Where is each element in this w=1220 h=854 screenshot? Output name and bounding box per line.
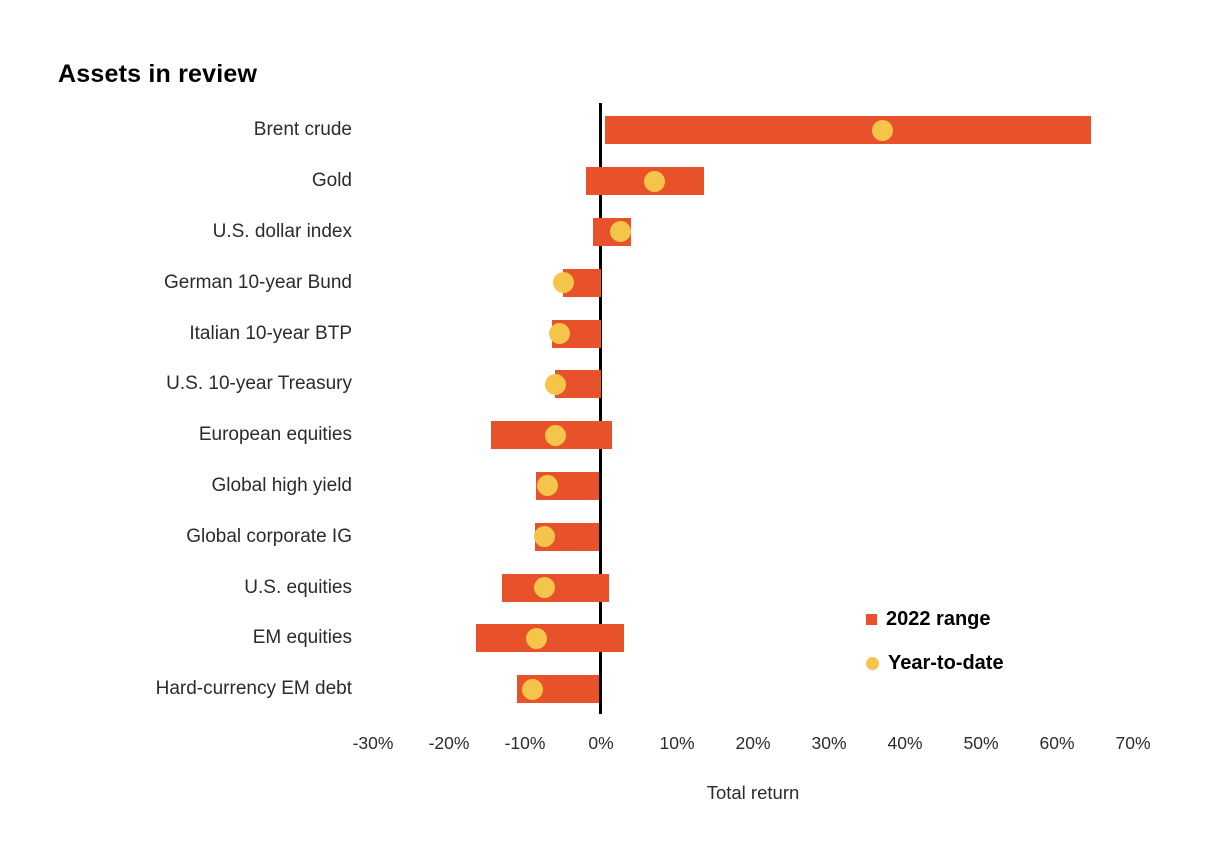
chart-row: Global corporate IG xyxy=(0,511,1220,562)
legend-item-range: 2022 range xyxy=(866,607,1004,632)
chart-row: U.S. equities xyxy=(0,562,1220,613)
ytd-dot xyxy=(871,119,893,141)
x-tick-label: -20% xyxy=(428,733,470,753)
chart-row: Hard-currency EM debt xyxy=(0,664,1220,715)
chart-row: Global high yield xyxy=(0,461,1220,512)
category-label: European equities xyxy=(198,424,352,446)
x-tick-label: -10% xyxy=(504,733,546,753)
ytd-dot xyxy=(533,526,555,548)
category-label: U.S. 10-year Treasury xyxy=(166,373,352,395)
category-label: German 10-year Bund xyxy=(164,271,352,293)
category-label: U.S. equities xyxy=(244,576,352,598)
ytd-dot xyxy=(522,678,544,700)
range-swatch-icon xyxy=(866,614,877,625)
chart-row: Gold xyxy=(0,156,1220,207)
category-label: Gold xyxy=(311,170,352,192)
x-tick-label: 70% xyxy=(1115,733,1151,753)
zero-axis-line xyxy=(599,103,602,714)
range-bar xyxy=(475,624,624,653)
category-label: Global high yield xyxy=(211,474,352,496)
ytd-dot xyxy=(643,170,665,192)
category-label: EM equities xyxy=(252,627,352,649)
legend-ytd-label: Year-to-date xyxy=(888,652,1004,674)
x-tick-label: 30% xyxy=(811,733,847,753)
plot-area: Brent crude Gold U.S. dollar index German 1… xyxy=(0,105,1220,715)
category-label: Brent crude xyxy=(253,119,352,141)
legend: 2022 range Year-to-date xyxy=(866,607,1004,695)
ytd-dot xyxy=(609,221,631,243)
x-axis-label: Total return xyxy=(706,782,800,803)
chart-row: Brent crude xyxy=(0,105,1220,156)
ytd-swatch-icon xyxy=(866,657,879,670)
ytd-dot xyxy=(544,424,566,446)
x-tick-label: 50% xyxy=(963,733,999,753)
range-bar xyxy=(502,573,609,602)
ytd-dot xyxy=(548,323,570,345)
category-label: Global corporate IG xyxy=(186,525,352,547)
x-tick-label: -30% xyxy=(352,733,394,753)
chart-row: U.S. 10-year Treasury xyxy=(0,359,1220,410)
legend-item-ytd: Year-to-date xyxy=(866,651,1004,676)
category-label: U.S. dollar index xyxy=(212,220,352,242)
range-bar xyxy=(604,116,1092,145)
ytd-dot xyxy=(525,627,547,649)
chart-row: EM equities xyxy=(0,613,1220,664)
x-axis-ticks: -30% -20% -10% 0% 10% 20% 30% 40% 50% 60% 70% xyxy=(0,733,1220,759)
ytd-dot xyxy=(552,272,574,294)
ytd-dot xyxy=(537,475,559,497)
category-label: Hard-currency EM debt xyxy=(155,678,352,700)
x-tick-label: 10% xyxy=(659,733,695,753)
x-tick-label: 40% xyxy=(887,733,923,753)
chart-row: German 10-year Bund xyxy=(0,257,1220,308)
category-label: Italian 10-year BTP xyxy=(189,322,352,344)
chart-row: Italian 10-year BTP xyxy=(0,308,1220,359)
x-tick-label: 20% xyxy=(735,733,771,753)
x-tick-label: 60% xyxy=(1039,733,1075,753)
ytd-dot xyxy=(544,373,566,395)
legend-range-label: 2022 range xyxy=(886,608,991,630)
ytd-dot xyxy=(533,577,555,599)
chart-row: U.S. dollar index xyxy=(0,207,1220,258)
x-tick-label: 0% xyxy=(588,733,614,753)
chart-row: European equities xyxy=(0,410,1220,461)
chart-title: Assets in review xyxy=(58,60,258,88)
